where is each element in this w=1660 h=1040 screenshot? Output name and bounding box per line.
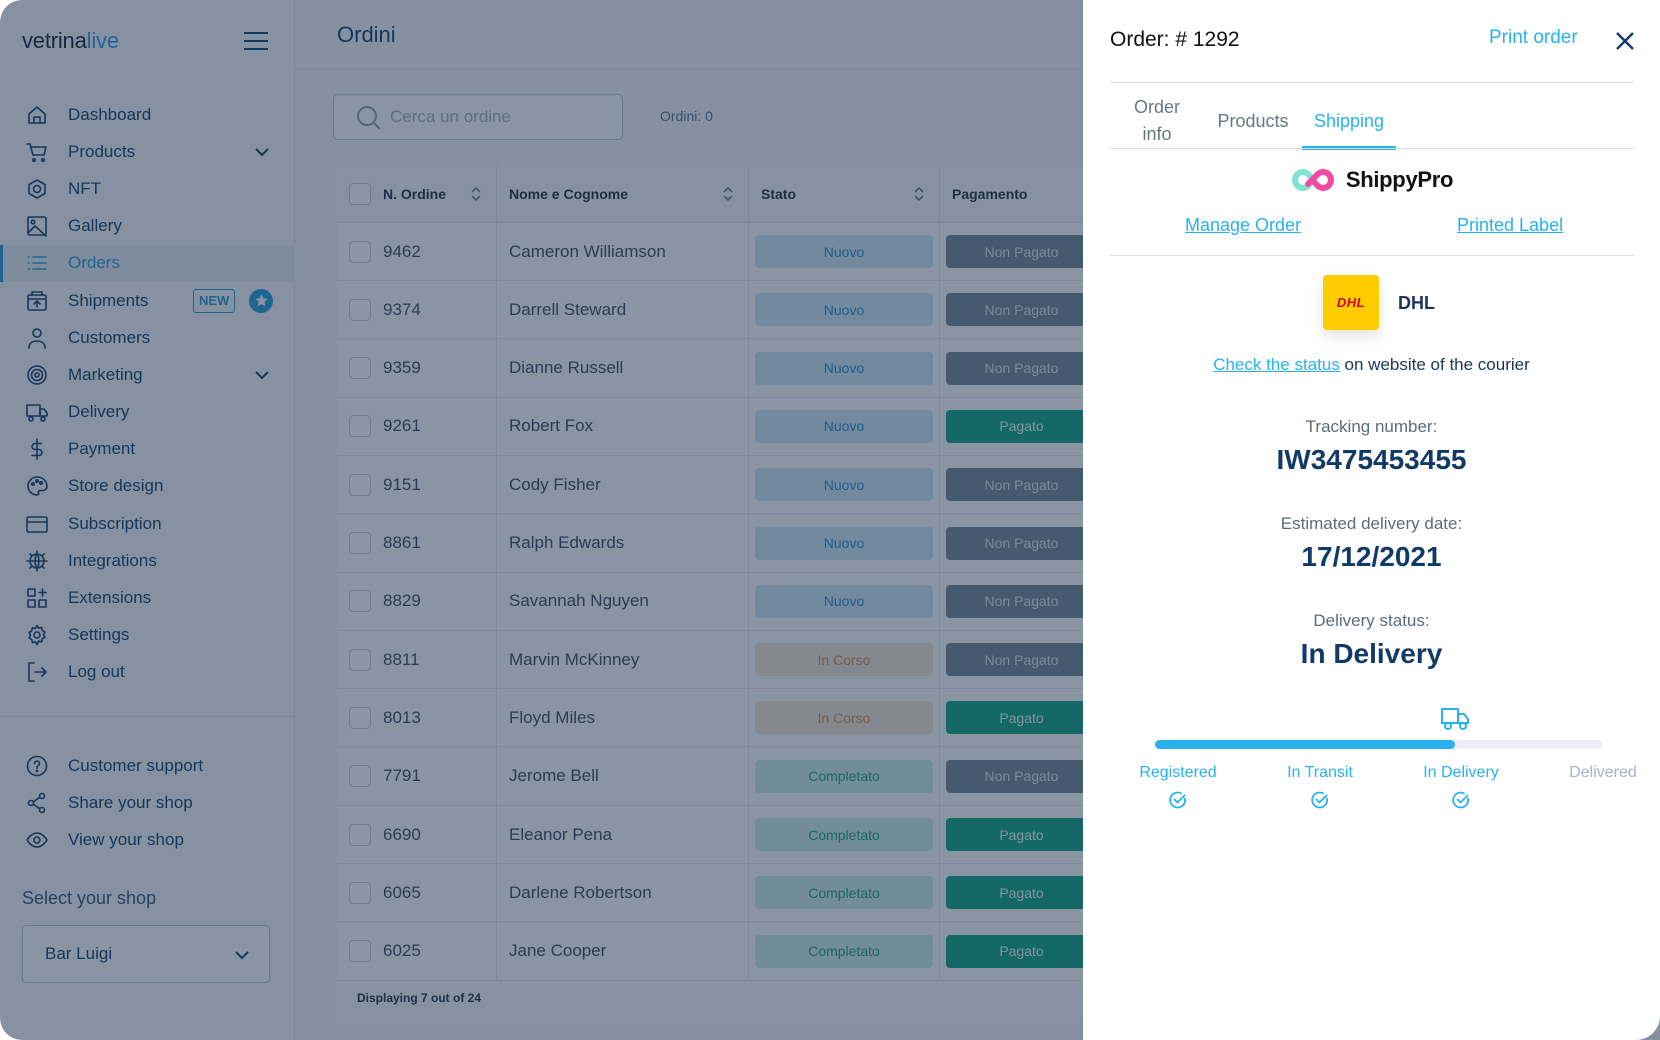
tab-products[interactable]: Products (1217, 110, 1289, 131)
panel-tabs: Order info Products Shipping (1110, 94, 1396, 150)
close-icon[interactable] (1614, 30, 1636, 52)
delivery-progress-fill (1155, 740, 1456, 749)
step-label: Registered (1139, 764, 1217, 781)
delivery-step-registered: Registered (1118, 764, 1238, 810)
provider-name: ShippyPro (1345, 167, 1454, 192)
check-circle-icon (1310, 790, 1330, 810)
shipping-provider: ShippyPro (1083, 166, 1660, 194)
delivery-progress-bar (1155, 740, 1603, 749)
tracking-number: IW3475453455 (1276, 444, 1467, 475)
provider-divider (1110, 255, 1634, 256)
tracking-label: Tracking number: (1305, 417, 1438, 436)
truck-icon (1440, 705, 1470, 731)
tabs-divider (1110, 148, 1634, 149)
tab-shipping[interactable]: Shipping (1302, 94, 1396, 150)
order-title: Order: # 1292 (1110, 28, 1240, 51)
printed-label-link[interactable]: Printed Label (1457, 215, 1564, 235)
courier-name: DHL (1398, 293, 1435, 313)
order-detail-panel: Order: # 1292 Print order Order info Prod… (1083, 0, 1660, 1040)
eta-label: Estimated delivery date: (1280, 514, 1463, 533)
check-circle-icon (1451, 790, 1471, 810)
shippypro-logo-icon (1291, 168, 1334, 192)
delivery-status-label: Delivery status: (1313, 611, 1430, 630)
step-label: In Transit (1287, 764, 1353, 781)
delivery-status-value: In Delivery (1300, 638, 1443, 669)
delivery-step-in-transit: In Transit (1260, 764, 1380, 810)
step-label: In Delivery (1423, 764, 1499, 781)
print-order-link[interactable]: Print order (1489, 27, 1578, 48)
check-status-link[interactable]: Check the status (1213, 355, 1340, 374)
courier-logo: DHL (1323, 275, 1379, 330)
eta-value: 17/12/2021 (1301, 541, 1442, 572)
check-circle-icon (1168, 790, 1188, 810)
delivery-step-in-delivery: In Delivery (1401, 764, 1521, 810)
header-divider (1110, 82, 1634, 83)
tab-order-info[interactable]: Order info (1133, 97, 1180, 144)
step-label: Delivered (1569, 764, 1637, 781)
check-status-line: Check the status on website of the couri… (1083, 355, 1660, 375)
manage-order-link[interactable]: Manage Order (1185, 215, 1302, 235)
courier-logo-text: DHL (1336, 295, 1366, 310)
delivery-step-delivered: Delivered (1543, 764, 1660, 782)
check-status-text: on website of the courier (1339, 355, 1530, 374)
